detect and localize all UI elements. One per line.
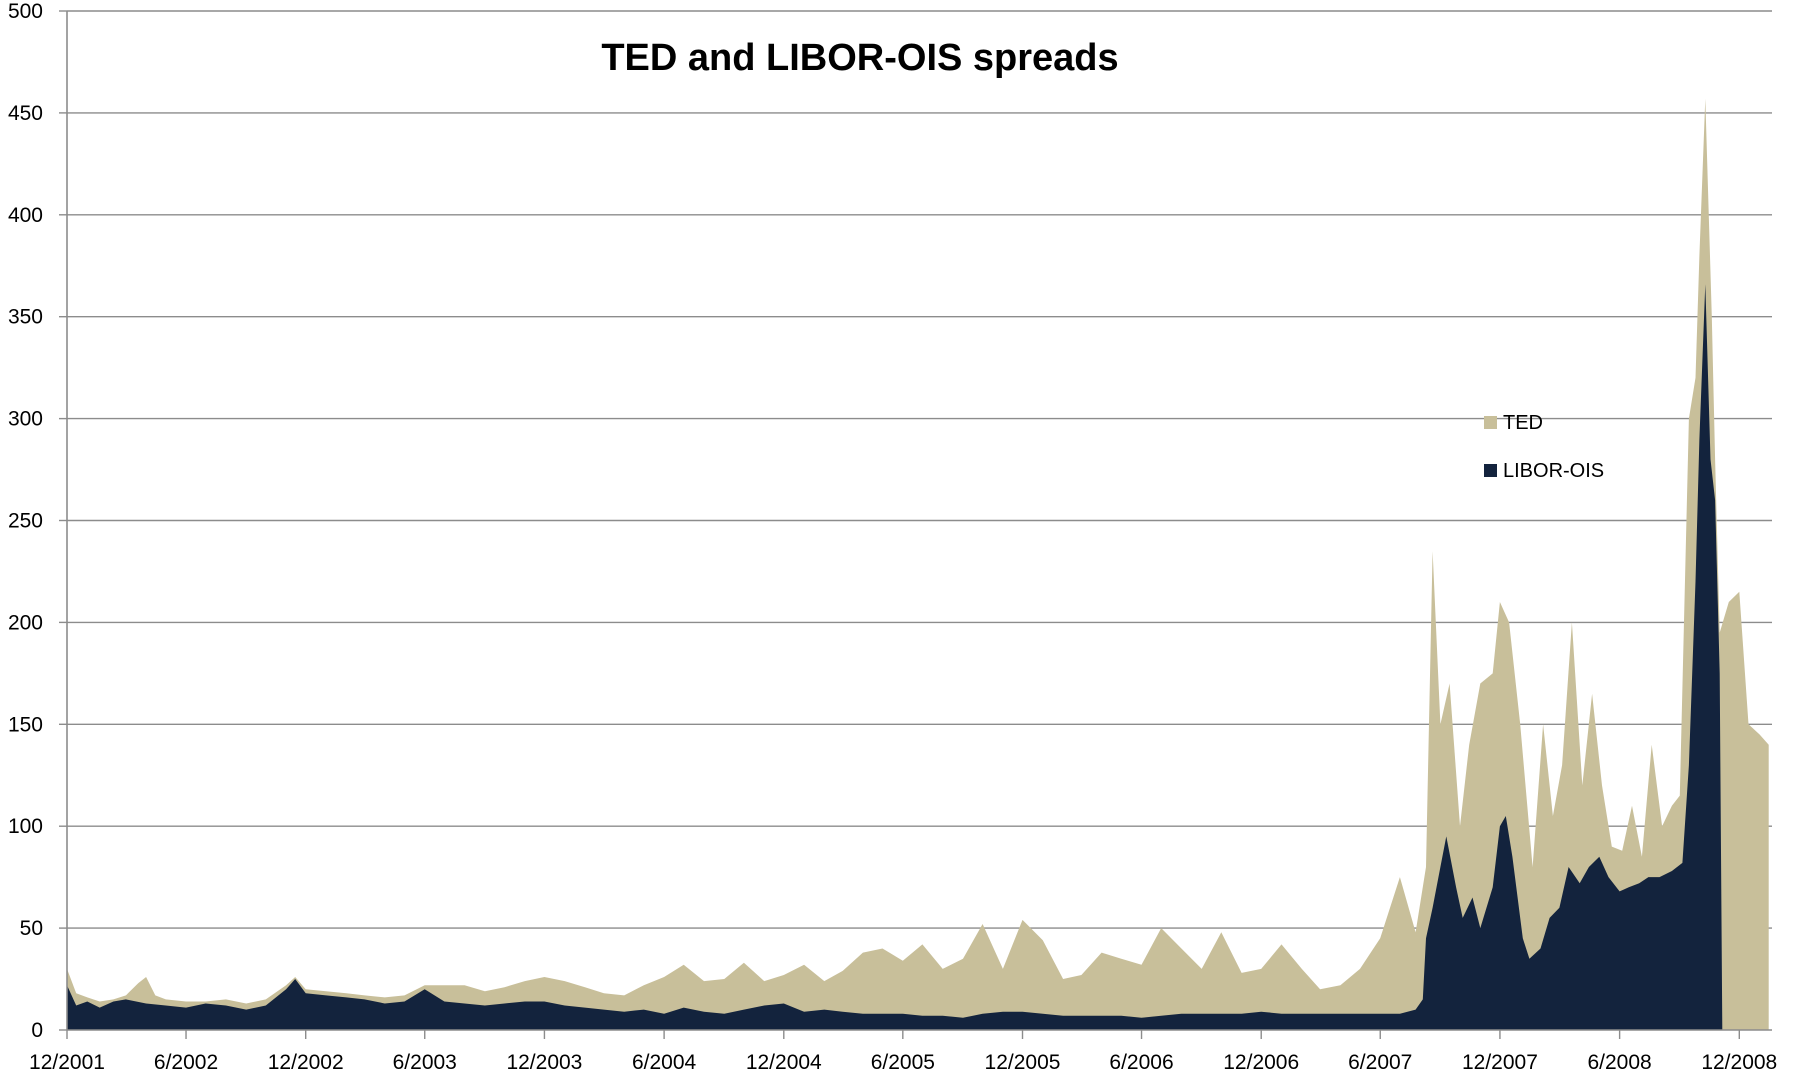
y-tick-label: 100 — [8, 815, 43, 838]
x-tick-label: 6/2007 — [1348, 1051, 1412, 1074]
series-area-libor-ois — [67, 284, 1723, 1031]
x-tick-label: 12/2003 — [506, 1051, 582, 1074]
x-tick-label: 6/2008 — [1587, 1051, 1651, 1074]
y-tick-label: 400 — [8, 204, 43, 227]
x-tick-label: 12/2006 — [1223, 1051, 1299, 1074]
x-tick-label: 6/2002 — [154, 1051, 218, 1074]
legend: TED LIBOR-OIS — [1484, 412, 1604, 482]
x-tick-label: 12/2007 — [1462, 1051, 1538, 1074]
x-tick-label: 12/2004 — [746, 1051, 822, 1074]
y-tick-label: 0 — [31, 1019, 43, 1042]
x-tick-label: 12/2005 — [985, 1051, 1061, 1074]
x-tick-label: 12/2008 — [1701, 1051, 1777, 1074]
x-tick-label: 6/2003 — [393, 1051, 457, 1074]
legend-label: TED — [1503, 412, 1543, 434]
legend-swatch — [1484, 416, 1497, 429]
y-tick-label: 150 — [8, 713, 43, 736]
x-tick-label: 12/2001 — [29, 1051, 105, 1074]
x-tick-label: 12/2002 — [268, 1051, 344, 1074]
y-tick-label: 450 — [8, 102, 43, 125]
y-tick-label: 300 — [8, 408, 43, 431]
x-tick-label: 6/2004 — [632, 1051, 697, 1074]
legend-label: LIBOR-OIS — [1503, 460, 1604, 482]
y-tick-label: 350 — [8, 306, 43, 329]
gridlines — [67, 10, 1772, 929]
y-tick-label: 200 — [8, 611, 43, 634]
y-tick-label: 50 — [20, 917, 43, 940]
y-tick-label: 500 — [8, 0, 43, 23]
x-tick-label: 6/2006 — [1109, 1051, 1173, 1074]
axes: 0 50 100 150 200 250 300 350 400 450 500 12/2001 6/2… — [8, 0, 1777, 1074]
x-tick-label: 6/2005 — [871, 1051, 935, 1074]
chart-title: TED and LIBOR-OIS spreads — [601, 37, 1118, 79]
series-areas — [67, 98, 1769, 1031]
legend-swatch — [1484, 464, 1497, 477]
y-tick-label: 250 — [8, 510, 43, 533]
